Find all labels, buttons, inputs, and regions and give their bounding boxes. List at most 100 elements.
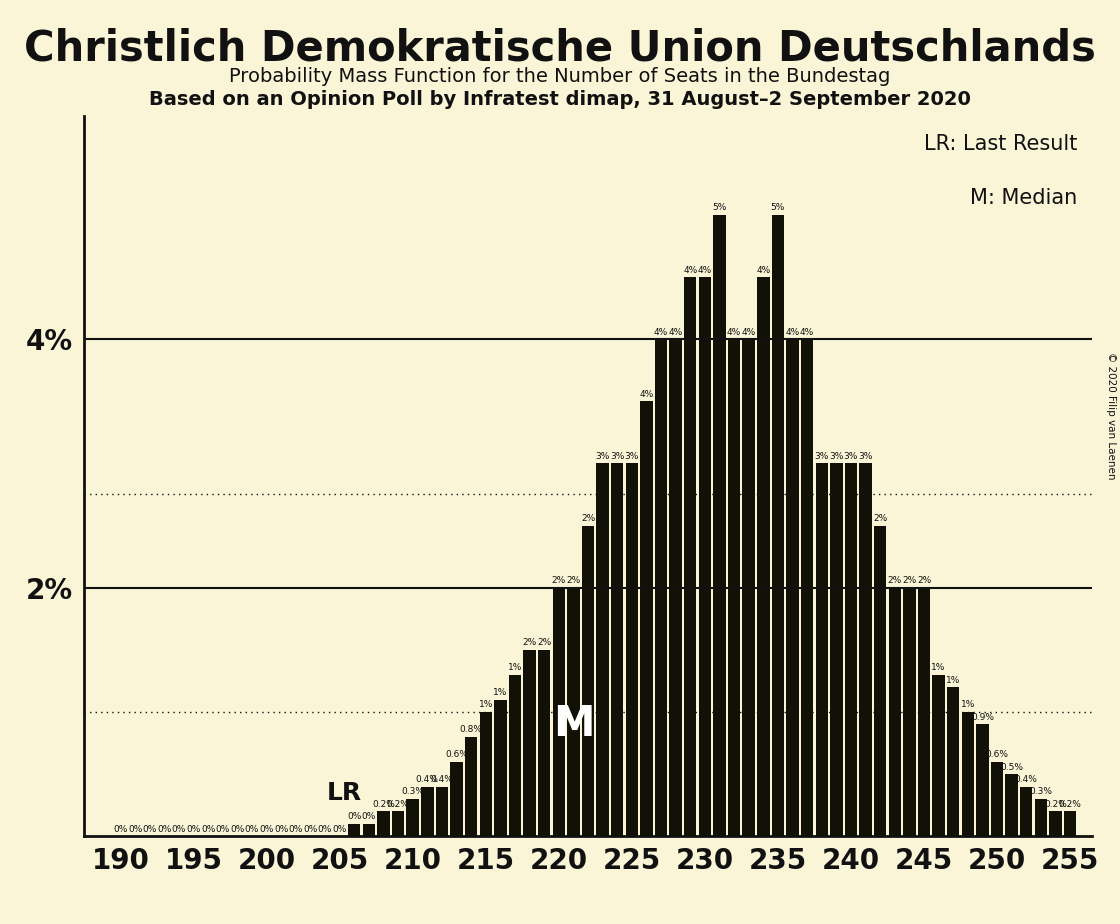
Bar [743, 339, 755, 836]
Text: 0%: 0% [274, 825, 289, 833]
Text: 0%: 0% [231, 825, 244, 833]
Text: Christlich Demokratische Union Deutschlands: Christlich Demokratische Union Deutschla… [24, 28, 1096, 69]
Bar [684, 277, 697, 836]
Text: LR: Last Result: LR: Last Result [924, 134, 1077, 153]
Bar [815, 464, 828, 836]
Text: 0%: 0% [113, 825, 128, 833]
Text: 0%: 0% [260, 825, 273, 833]
Bar [844, 464, 857, 836]
Text: 0.2%: 0.2% [1044, 800, 1067, 808]
Text: 0%: 0% [289, 825, 304, 833]
Bar [348, 824, 361, 836]
Bar [874, 526, 886, 836]
Bar [948, 687, 960, 836]
Text: 3%: 3% [625, 452, 640, 461]
Text: 0.4%: 0.4% [1015, 775, 1038, 784]
Text: 1%: 1% [493, 688, 507, 697]
Bar [728, 339, 740, 836]
Text: 0.9%: 0.9% [971, 713, 993, 722]
Text: 0.3%: 0.3% [401, 787, 424, 796]
Bar [494, 699, 506, 836]
Text: M: M [552, 703, 594, 746]
Text: 0.2%: 0.2% [386, 800, 410, 808]
Bar [991, 761, 1004, 836]
Text: 2%: 2% [903, 577, 916, 585]
Bar [786, 339, 799, 836]
Text: M: Median: M: Median [970, 188, 1077, 208]
Text: 4%: 4% [698, 265, 712, 274]
Text: 0%: 0% [186, 825, 200, 833]
Text: 0%: 0% [347, 812, 362, 821]
Bar [596, 464, 609, 836]
Text: 0.6%: 0.6% [986, 750, 1008, 760]
Text: 2%: 2% [538, 638, 551, 648]
Bar [932, 675, 945, 836]
Text: 0%: 0% [215, 825, 230, 833]
Bar [436, 786, 448, 836]
Text: 1%: 1% [932, 663, 945, 672]
Bar [523, 650, 535, 836]
Bar [757, 277, 769, 836]
Text: 0.6%: 0.6% [445, 750, 468, 760]
Text: 4%: 4% [654, 328, 669, 336]
Text: 4%: 4% [800, 328, 814, 336]
Text: 0.5%: 0.5% [1000, 762, 1024, 772]
Bar [1049, 811, 1062, 836]
Text: 5%: 5% [771, 203, 785, 213]
Text: 0%: 0% [128, 825, 142, 833]
Bar [670, 339, 682, 836]
Bar [1035, 799, 1047, 836]
Text: 4%: 4% [640, 390, 654, 399]
Text: 3%: 3% [814, 452, 829, 461]
Text: 0%: 0% [362, 812, 376, 821]
Bar [538, 650, 550, 836]
Text: 4%: 4% [683, 265, 698, 274]
Bar [552, 588, 564, 836]
Text: © 2020 Filip van Laenen: © 2020 Filip van Laenen [1107, 352, 1116, 480]
Bar [641, 401, 653, 836]
Bar [1020, 786, 1033, 836]
Bar [377, 811, 390, 836]
Text: 0%: 0% [171, 825, 186, 833]
Text: 0.3%: 0.3% [1029, 787, 1053, 796]
Bar [830, 464, 842, 836]
Bar [465, 736, 477, 836]
Text: 1%: 1% [961, 700, 976, 710]
Text: 5%: 5% [712, 203, 727, 213]
Bar [450, 761, 463, 836]
Text: 0%: 0% [304, 825, 318, 833]
Bar [1064, 811, 1076, 836]
Text: 4%: 4% [756, 265, 771, 274]
Bar [859, 464, 871, 836]
Text: 3%: 3% [610, 452, 625, 461]
Bar [1006, 774, 1018, 836]
Bar [888, 588, 900, 836]
Text: 0%: 0% [200, 825, 215, 833]
Text: 2%: 2% [917, 577, 931, 585]
Text: LR: LR [326, 781, 362, 805]
Text: 0%: 0% [318, 825, 333, 833]
Bar [772, 215, 784, 836]
Text: 1%: 1% [507, 663, 522, 672]
Bar [407, 799, 419, 836]
Bar [421, 786, 433, 836]
Text: 0%: 0% [142, 825, 157, 833]
Text: 2%: 2% [522, 638, 536, 648]
Text: 1%: 1% [478, 700, 493, 710]
Bar [699, 277, 711, 836]
Bar [567, 588, 579, 836]
Bar [508, 675, 521, 836]
Text: 2%: 2% [874, 514, 887, 523]
Text: 0.4%: 0.4% [416, 775, 439, 784]
Text: 0%: 0% [245, 825, 259, 833]
Text: 2%: 2% [552, 577, 566, 585]
Text: 1%: 1% [946, 675, 961, 685]
Text: 0.4%: 0.4% [430, 775, 454, 784]
Text: 2%: 2% [888, 577, 902, 585]
Text: 2%: 2% [567, 577, 580, 585]
Text: Based on an Opinion Poll by Infratest dimap, 31 August–2 September 2020: Based on an Opinion Poll by Infratest di… [149, 90, 971, 109]
Text: 4%: 4% [785, 328, 800, 336]
Text: 0%: 0% [333, 825, 347, 833]
Bar [626, 464, 638, 836]
Text: 3%: 3% [858, 452, 872, 461]
